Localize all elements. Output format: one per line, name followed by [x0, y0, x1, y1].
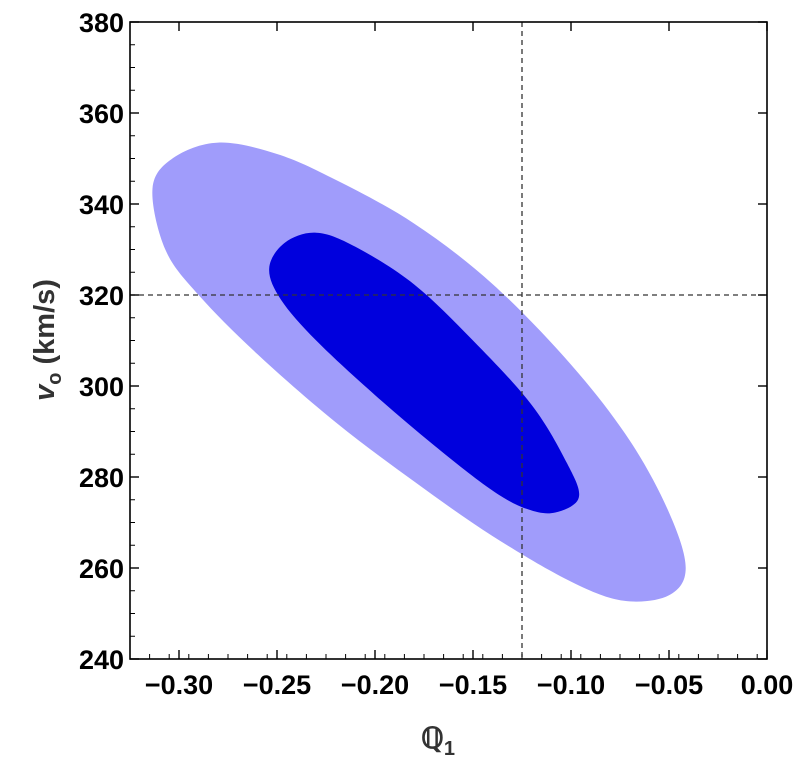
- reference-lines: [130, 22, 767, 659]
- x-tick-label: −0.10: [537, 670, 605, 700]
- y-axis-label: vo (km/s): [29, 279, 66, 401]
- y-tick-label: 340: [79, 190, 124, 220]
- y-tick-label: 360: [79, 99, 124, 129]
- y-ticks: 240 260 280 300 320 340 360 380: [79, 8, 767, 675]
- y-tick-label: 380: [79, 8, 124, 38]
- x-ticks: −0.30 −0.25 −0.20 −0.15 −0.10 −0.05 0.00: [129, 22, 794, 700]
- x-tick-label: −0.05: [635, 670, 703, 700]
- y-tick-label: 300: [79, 372, 124, 402]
- x-tick-label: −0.15: [439, 670, 507, 700]
- y-tick-label: 320: [79, 281, 124, 311]
- y-tick-label: 280: [79, 463, 124, 493]
- y-tick-label: 260: [79, 554, 124, 584]
- x-tick-label: −0.30: [145, 670, 213, 700]
- x-axis-label: ℚ1: [421, 723, 455, 760]
- contour-region-inner: [269, 232, 580, 514]
- x-tick-label: −0.20: [341, 670, 409, 700]
- contour-regions: [152, 142, 686, 602]
- x-tick-label: −0.25: [243, 670, 311, 700]
- y-tick-label: 240: [79, 645, 124, 675]
- x-tick-label: 0.00: [741, 670, 794, 700]
